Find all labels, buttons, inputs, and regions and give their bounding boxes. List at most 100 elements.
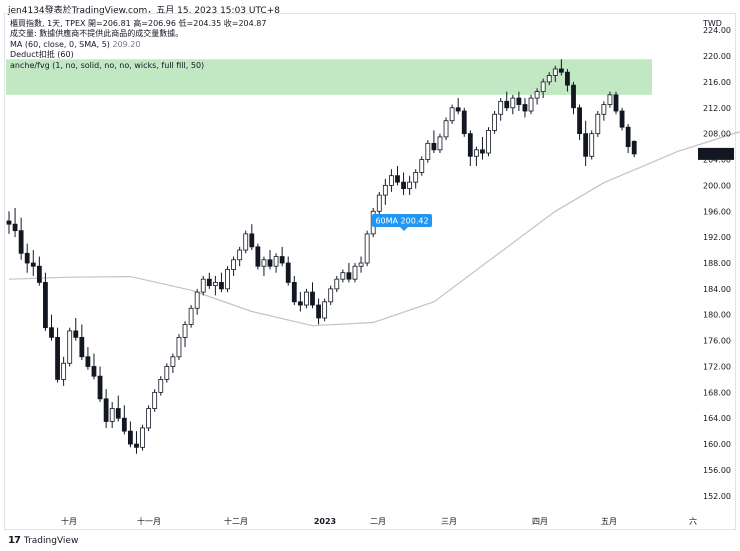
time-tick-label: 二月 — [370, 517, 386, 526]
price-tick-label: 212.00 — [703, 104, 731, 113]
candle — [389, 169, 394, 192]
candle-body — [200, 278, 206, 293]
candle-body — [310, 291, 315, 306]
candle-body — [443, 120, 449, 138]
candle — [231, 256, 236, 276]
time-axis: 十月 十一月 十二月 2023 二月 三月 四月 五月 六 — [61, 516, 697, 526]
candle-body — [601, 104, 607, 115]
candle — [304, 288, 309, 309]
candle-body — [413, 172, 419, 183]
candle-body — [158, 379, 164, 393]
time-tick-label: 十月 — [61, 516, 77, 526]
candle-body — [571, 84, 576, 109]
candle-body — [61, 362, 67, 380]
candle-body — [225, 269, 230, 290]
candle — [631, 140, 637, 158]
ma60-line — [8, 131, 740, 327]
price-tick-label: 176.00 — [703, 337, 731, 346]
candle-body — [43, 282, 48, 329]
candle-body — [164, 366, 170, 380]
candle — [340, 269, 346, 283]
currency-label: TWD — [702, 19, 722, 28]
footer-brand: TradingView — [23, 535, 79, 546]
candle-body — [510, 97, 516, 109]
tradingview-logo-icon: 17 — [8, 535, 21, 546]
candle — [607, 91, 613, 108]
candle — [85, 347, 91, 370]
candle — [12, 208, 18, 238]
candle — [176, 334, 182, 361]
candle — [182, 321, 188, 348]
candle — [322, 298, 328, 322]
candle-body — [376, 194, 382, 212]
candle-body — [121, 417, 127, 432]
price-tick-label: 188.00 — [703, 259, 731, 268]
candle — [67, 327, 73, 367]
candle-body — [583, 133, 589, 157]
candle — [528, 94, 534, 115]
candle — [188, 305, 194, 328]
candle-body — [467, 133, 473, 157]
candle — [103, 389, 109, 428]
candle — [595, 111, 601, 137]
candle — [583, 120, 589, 166]
candle-body — [625, 126, 631, 147]
candle-body — [407, 181, 413, 190]
candle-body — [631, 140, 637, 155]
candle — [146, 405, 152, 432]
candle — [158, 376, 164, 396]
candle — [534, 88, 540, 105]
candle — [619, 107, 625, 131]
candle — [407, 175, 413, 196]
candle-body — [522, 104, 528, 112]
candle-body — [595, 113, 601, 135]
candle — [237, 246, 243, 267]
candle-body — [395, 175, 400, 183]
candle-body — [607, 94, 613, 105]
candle-body — [540, 81, 546, 93]
candle — [395, 165, 400, 186]
candle-body — [243, 233, 249, 251]
candle — [401, 172, 406, 196]
candle-body — [613, 94, 619, 112]
candle — [316, 298, 321, 325]
candle — [79, 324, 85, 361]
candle-body — [565, 71, 570, 86]
candle-body — [30, 262, 36, 267]
candle-body — [589, 133, 595, 157]
candle-body — [346, 272, 352, 280]
candle — [492, 111, 498, 134]
time-tick-label: 五月 — [601, 517, 617, 526]
candle — [449, 104, 455, 124]
candle-body — [85, 356, 91, 367]
price-axis: 152.00 156.00 160.00 164.00 168.00 172.00 176.… — [698, 19, 734, 501]
legend-fvg-line: anche/fvg (1, no, solid, no, no, wicks, … — [10, 60, 205, 70]
candle-body — [231, 259, 236, 270]
candle — [504, 91, 510, 112]
candle — [279, 246, 285, 267]
candle-body — [140, 427, 145, 448]
candle — [516, 91, 522, 112]
candle — [43, 272, 48, 331]
candle-body — [285, 262, 291, 283]
candle — [249, 224, 255, 251]
price-tick-label: 200.00 — [703, 181, 731, 190]
candle — [206, 272, 212, 289]
candle-body — [146, 408, 152, 429]
candle — [200, 275, 206, 296]
candle-body — [486, 130, 491, 154]
candle — [194, 288, 200, 315]
candle-body — [267, 259, 273, 267]
candle-body — [261, 259, 267, 267]
footer: 17 TradingView — [8, 535, 78, 546]
candle — [109, 402, 115, 428]
candle-body — [103, 398, 109, 422]
legend-ma-label: MA (60, close, 0, SMA, 5) — [10, 39, 110, 49]
candle — [61, 356, 67, 386]
candle-body — [109, 408, 115, 422]
candle — [297, 292, 303, 312]
candle-body — [480, 149, 485, 154]
price-tick-label: 196.00 — [703, 207, 731, 216]
candle-body — [6, 220, 12, 225]
